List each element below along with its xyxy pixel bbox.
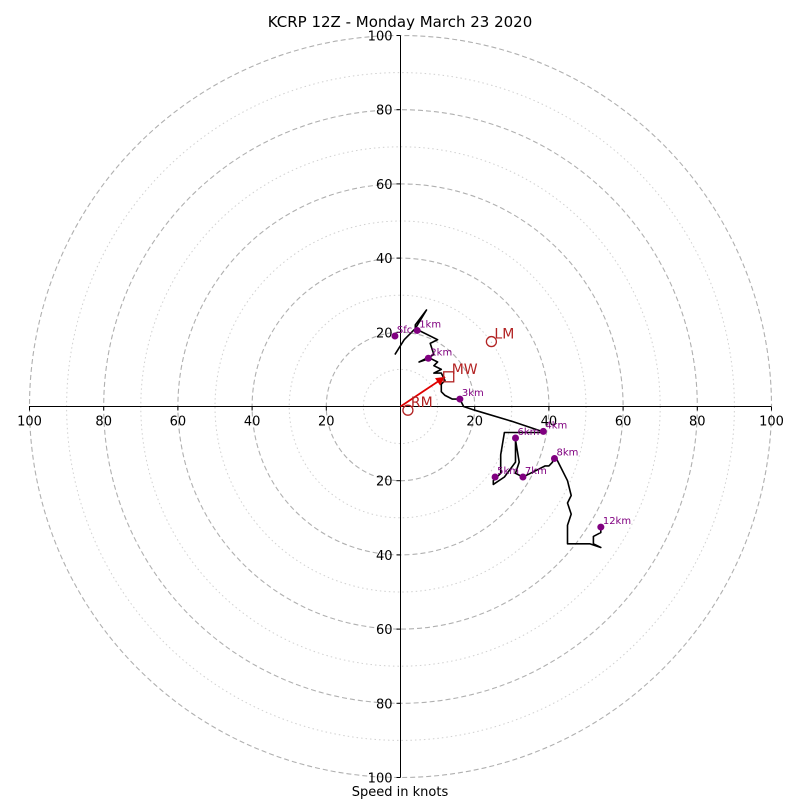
tick-label: 80	[689, 415, 706, 430]
height-marker-label: 6km	[518, 427, 540, 438]
height-marker-label: 7km	[525, 466, 547, 477]
height-marker-label: 3km	[462, 388, 484, 399]
tick-label: 60	[376, 178, 393, 193]
tick-label: 20	[376, 475, 393, 490]
tick-label: 20	[376, 326, 393, 341]
tick-label: 20	[318, 415, 335, 430]
height-marker-label: 8km	[556, 447, 578, 458]
storm-motion-marker-circle	[402, 404, 414, 416]
height-markers: Sfc 1km 2km 3km 4km 5km 6km 7km 8km 12km	[391, 319, 631, 531]
tick-labels: 20 40 60 80 100 100 80 60 40 20 100 80 60 40 20 20 40 60 8…	[17, 30, 784, 787]
tick-label: 80	[95, 415, 112, 430]
height-marker-label: 2km	[430, 347, 452, 358]
height-marker-label: 12km	[603, 516, 631, 527]
height-marker-dot	[512, 434, 520, 442]
tick-label: 40	[244, 415, 261, 430]
shear-vector-arrowhead	[435, 376, 446, 386]
height-marker-dot	[550, 454, 558, 462]
height-marker-label: 1km	[419, 319, 441, 330]
hodograph-trace-group	[394, 309, 602, 549]
storm-motion-marker-circle	[485, 335, 498, 348]
chart-title: KCRP 12Z - Monday March 23 2020	[268, 13, 533, 31]
height-marker-dot	[413, 326, 421, 334]
tick-label: 20	[466, 415, 483, 430]
tick-label: 100	[759, 415, 784, 430]
height-marker-dot	[456, 395, 464, 403]
height-marker-dot	[597, 523, 605, 531]
height-marker-label: 5km	[497, 466, 519, 477]
height-marker-dot	[539, 427, 547, 435]
storm-motion-marker-square	[443, 371, 455, 383]
tick-label: 100	[368, 30, 393, 45]
x-axis-label: Speed in knots	[352, 785, 449, 800]
tick-label: 60	[376, 623, 393, 638]
storm-motion-label: MW	[452, 362, 478, 378]
height-marker-label: 4km	[545, 420, 567, 431]
tick-label: 40	[541, 415, 558, 430]
tick-label: 60	[615, 415, 632, 430]
tick-label: 60	[170, 415, 187, 430]
storm-motion-markers: RM LM MW	[402, 327, 514, 416]
tick-label: 40	[376, 252, 393, 267]
height-marker-label: Sfc	[397, 325, 412, 336]
tick-label: 40	[376, 549, 393, 564]
height-marker-dot	[519, 473, 527, 481]
storm-motion-label: LM	[494, 327, 514, 343]
tick-label: 100	[17, 415, 42, 430]
height-marker-dot	[491, 473, 499, 481]
height-marker-dot	[391, 332, 399, 340]
storm-motion-label: RM	[411, 395, 433, 411]
tick-label: 80	[376, 104, 393, 119]
hodograph-line	[394, 309, 602, 549]
tick-label: 100	[368, 772, 393, 787]
height-marker-dot	[424, 354, 432, 362]
axes	[29, 35, 771, 778]
tick-label: 80	[376, 697, 393, 712]
